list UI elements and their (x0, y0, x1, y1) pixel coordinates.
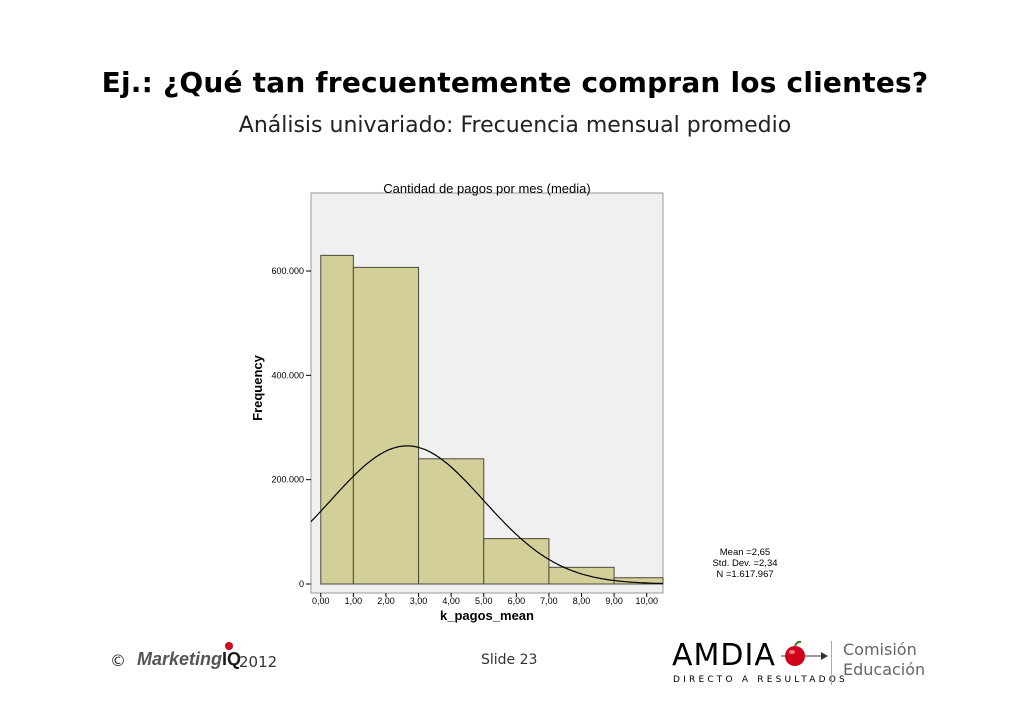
histogram-bar-1 (352, 266, 420, 585)
copyright-symbol: © (110, 651, 126, 670)
footer-year: 2012 (239, 653, 278, 671)
y-tick-label-0: 0 (299, 579, 304, 589)
x-tick-label-2: 2,00 (377, 596, 395, 606)
logo-dot-icon (225, 642, 234, 650)
logo-iq: IQ (222, 642, 241, 669)
chart-title: Cantidad de pagos por mes (media) (383, 181, 590, 196)
logo-text: Marketing (137, 649, 223, 669)
y-tick-label-2: 400.000 (271, 370, 304, 380)
stats-box: Mean =2,65 Std. Dev. =2,34 N =1.617.967 (690, 547, 800, 580)
slide-title: Ej.: ¿Qué tan frecuentemente compran los… (101, 66, 929, 99)
educacion-label: Educación (843, 660, 926, 679)
y-tick-label-1: 200.000 (271, 475, 304, 485)
x-tick-label-9: 9,00 (605, 596, 623, 606)
x-tick-label-3: 3,00 (410, 596, 428, 606)
histogram-bar-2 (418, 458, 485, 585)
x-tick-label-1: 1,00 (345, 596, 363, 606)
marketingiq-logo: Marketing IQ (137, 642, 241, 670)
x-tick-label-0: 0,00 (312, 596, 330, 606)
histogram-bar-4 (548, 566, 615, 585)
x-axis-label: k_pagos_mean (440, 608, 534, 623)
x-tick-label-5: 5,00 (475, 596, 493, 606)
x-tick-label-10: 10,00 (635, 596, 658, 606)
slide-subtitle: Análisis univariado: Frecuencia mensual … (238, 113, 792, 138)
comision-label: Comisión (843, 640, 917, 659)
stats-n: N =1.617.967 (716, 569, 774, 580)
x-tick-label-6: 6,00 (508, 596, 526, 606)
histogram-bar-0 (320, 254, 354, 585)
y-tick-label-3: 600.000 (271, 266, 304, 276)
slide-number: Slide 23 (481, 652, 538, 668)
comision-educacion-logo: Comisión Educación (843, 640, 925, 680)
apple-arrow-icon (781, 640, 828, 666)
y-axis-label: Frequency (250, 354, 265, 421)
amdia-logo: AMDIA (672, 638, 776, 673)
x-tick-label-8: 8,00 (573, 596, 591, 606)
amdia-tagline: DIRECTO A RESULTADOS (673, 675, 848, 685)
stats-mean: Mean =2,65 (719, 547, 771, 558)
stats-std-dev: Std. Dev. =2,34 (712, 558, 778, 569)
normal-curve (310, 445, 663, 585)
histogram-bar-3 (483, 538, 550, 585)
x-tick-label-7: 7,00 (540, 596, 558, 606)
footer-divider (831, 641, 832, 685)
x-tick-label-4: 4,00 (442, 596, 460, 606)
